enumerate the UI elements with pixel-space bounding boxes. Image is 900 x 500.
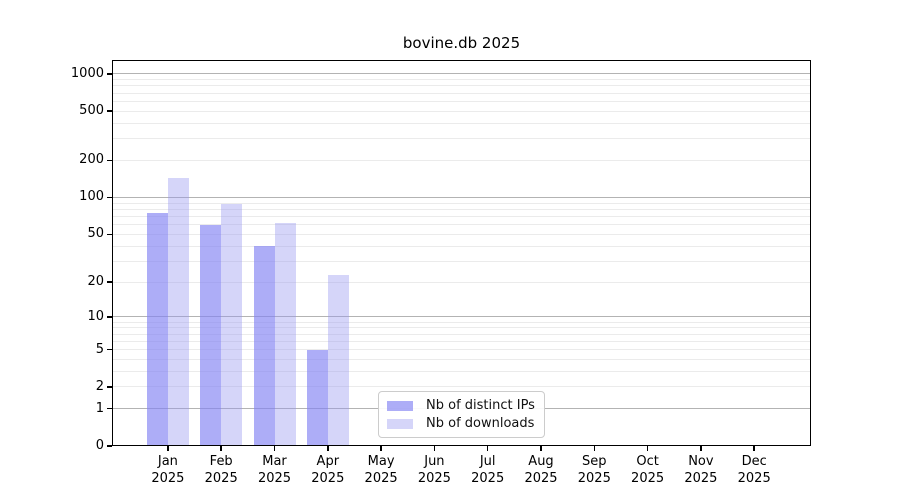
gridline-minor-300 [112, 138, 811, 140]
bar-nb-of-distinct-ips-jan [146, 212, 168, 446]
gridline-minor-50 [112, 233, 811, 235]
legend-label-downloads: Nb of downloads [426, 416, 535, 431]
gridline-minor-200 [112, 159, 811, 161]
x-tick-jan [167, 446, 169, 451]
x-tick-label-apr: Apr 2025 [311, 454, 345, 486]
y-tick-500 [107, 110, 112, 112]
x-tick-mar [273, 446, 276, 451]
gridline-minor-30 [112, 260, 811, 262]
y-tick-label-200: 200 [79, 152, 104, 168]
x-tick-label-jun: Jun 2025 [417, 454, 451, 486]
legend-swatch-distinct-ips-icon [387, 400, 413, 411]
y-tick-2 [107, 386, 112, 388]
x-tick-label-may: May 2025 [364, 454, 398, 486]
gridline-major-100 [112, 196, 811, 198]
gridline-major-10 [112, 316, 811, 318]
y-tick-label-0: 0 [95, 438, 104, 453]
x-tick-apr [327, 446, 329, 451]
gridline-minor-80 [112, 208, 811, 210]
gridline-minor-8 [112, 327, 811, 329]
y-tick-5 [107, 348, 112, 351]
legend-label-distinct-ips: Nb of distinct IPs [426, 398, 535, 413]
gridline-minor-90 [112, 202, 811, 204]
y-tick-label-1000: 1000 [70, 65, 104, 81]
gridline-minor-700 [112, 92, 811, 94]
y-tick-label-20: 20 [87, 274, 104, 290]
plot-area: Nb of distinct IPs Nb of downloads [112, 60, 811, 446]
y-tick-label-1: 1 [95, 400, 104, 416]
y-tick-1000 [107, 73, 112, 75]
gridline-minor-4 [112, 358, 811, 360]
gridline-major-1000 [112, 73, 811, 75]
gridline-minor-800 [112, 85, 811, 87]
x-tick-jul [486, 446, 489, 451]
gridline-minor-60 [112, 224, 811, 226]
x-tick-oct [646, 446, 649, 451]
gridline-minor-2 [112, 386, 811, 388]
bar-nb-of-downloads-apr [327, 274, 349, 446]
x-tick-aug [540, 446, 542, 451]
y-tick-label-2: 2 [95, 378, 104, 394]
x-tick-label-dec: Dec 2025 [737, 454, 771, 486]
y-tick-20 [107, 281, 112, 283]
x-tick-label-sep: Sep 2025 [577, 454, 611, 486]
x-tick-label-jul: Jul 2025 [471, 454, 505, 486]
bar-nb-of-distinct-ips-apr [306, 349, 328, 446]
x-tick-nov [700, 446, 702, 451]
y-tick-200 [107, 159, 112, 162]
legend-entry-distinct-ips: Nb of distinct IPs [379, 398, 544, 413]
gridline-minor-70 [112, 215, 811, 217]
bar-nb-of-downloads-mar [274, 222, 296, 446]
y-tick-label-500: 500 [79, 103, 104, 119]
gridline-minor-400 [112, 122, 811, 124]
gridline-minor-40 [112, 245, 811, 247]
x-tick-label-aug: Aug 2025 [524, 454, 558, 486]
y-tick-1 [107, 407, 112, 410]
bar-nb-of-downloads-feb [221, 204, 243, 446]
bar-nb-of-distinct-ips-feb [200, 224, 222, 446]
y-tick-0 [107, 445, 112, 447]
y-tick-100 [107, 196, 112, 199]
bar-nb-of-distinct-ips-mar [253, 246, 275, 446]
legend-entry-downloads: Nb of downloads [379, 416, 544, 431]
x-tick-label-mar: Mar 2025 [257, 454, 292, 486]
gridline-minor-600 [112, 100, 811, 102]
x-tick-may [380, 446, 382, 451]
gridline-minor-3 [112, 370, 811, 372]
x-tick-label-oct: Oct 2025 [631, 454, 665, 486]
y-tick-label-100: 100 [79, 189, 104, 205]
y-tick-label-50: 50 [87, 226, 104, 242]
y-tick-label-5: 5 [95, 341, 104, 357]
legend: Nb of distinct IPs Nb of downloads [378, 391, 545, 438]
x-tick-sep [593, 446, 596, 451]
y-tick-10 [107, 316, 112, 318]
gridline-minor-5 [112, 349, 811, 350]
chart-title: bovine.db 2025 [402, 34, 521, 52]
gridline-minor-9 [112, 321, 811, 323]
bar-nb-of-downloads-jan [167, 177, 189, 446]
y-tick-label-10: 10 [87, 308, 104, 324]
gridline-minor-6 [112, 340, 811, 342]
gridline-minor-20 [112, 281, 811, 283]
gridline-minor-500 [112, 110, 811, 112]
legend-swatch-downloads-icon [387, 418, 413, 429]
x-tick-label-nov: Nov 2025 [684, 454, 718, 486]
x-tick-label-jan: Jan 2025 [151, 454, 185, 486]
x-tick-dec [753, 446, 755, 451]
x-tick-feb [220, 446, 222, 451]
x-tick-jun [433, 446, 436, 451]
gridline-minor-900 [112, 79, 811, 81]
y-tick-50 [107, 233, 112, 235]
gridline-minor-7 [112, 333, 811, 335]
x-tick-label-feb: Feb 2025 [204, 454, 238, 486]
